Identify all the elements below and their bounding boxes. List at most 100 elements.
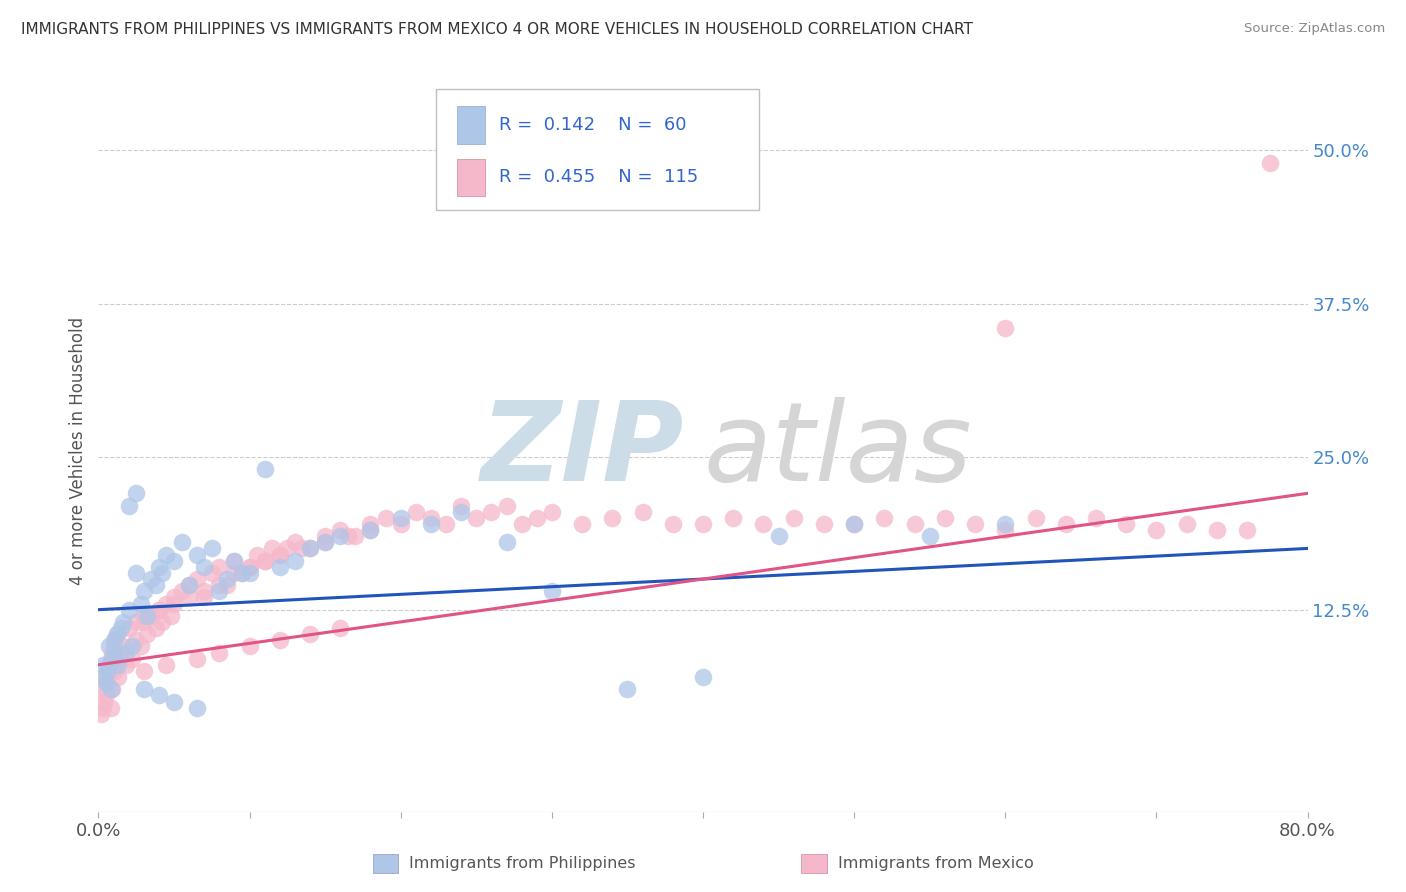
Point bbox=[155, 548, 177, 562]
Point bbox=[201, 566, 224, 580]
Point bbox=[110, 646, 132, 660]
Point bbox=[163, 554, 186, 568]
Point bbox=[269, 633, 291, 648]
Point bbox=[96, 676, 118, 690]
Point bbox=[299, 541, 322, 556]
Point bbox=[125, 615, 148, 629]
Point bbox=[239, 640, 262, 654]
Point bbox=[104, 633, 127, 648]
Point bbox=[179, 578, 201, 592]
Point bbox=[155, 597, 177, 611]
Point bbox=[132, 682, 155, 697]
Point bbox=[465, 511, 488, 525]
Point bbox=[148, 602, 170, 616]
Point bbox=[105, 627, 128, 641]
Point bbox=[692, 516, 714, 531]
Point bbox=[752, 516, 775, 531]
Point bbox=[163, 597, 186, 611]
Point bbox=[631, 505, 654, 519]
Point bbox=[231, 566, 253, 580]
Point bbox=[291, 541, 314, 556]
Point bbox=[329, 529, 352, 543]
Point bbox=[510, 516, 533, 531]
Point bbox=[360, 523, 382, 537]
Point bbox=[692, 670, 714, 684]
Text: R =  0.142    N =  60: R = 0.142 N = 60 bbox=[499, 116, 686, 134]
Point bbox=[104, 646, 127, 660]
Point bbox=[96, 670, 118, 684]
Point bbox=[186, 548, 208, 562]
Point bbox=[336, 529, 359, 543]
Point bbox=[91, 700, 114, 714]
Point bbox=[105, 627, 128, 641]
Text: atlas: atlas bbox=[703, 397, 972, 504]
Point bbox=[94, 682, 117, 697]
Point bbox=[844, 516, 866, 531]
Point bbox=[208, 559, 231, 574]
Point bbox=[150, 566, 173, 580]
Point bbox=[1236, 523, 1258, 537]
Point bbox=[253, 554, 276, 568]
Point bbox=[495, 499, 517, 513]
Point bbox=[107, 657, 129, 672]
Point bbox=[135, 627, 157, 641]
Point bbox=[374, 511, 396, 525]
Point bbox=[284, 535, 307, 549]
Point bbox=[314, 535, 336, 549]
Point bbox=[420, 511, 443, 525]
Point bbox=[148, 602, 170, 616]
Point bbox=[994, 523, 1017, 537]
Point bbox=[208, 646, 231, 660]
Point bbox=[314, 535, 336, 549]
Point bbox=[105, 651, 128, 665]
Text: Immigrants from Philippines: Immigrants from Philippines bbox=[409, 856, 636, 871]
Point bbox=[344, 529, 367, 543]
Point bbox=[150, 615, 173, 629]
Point bbox=[96, 664, 118, 678]
Point bbox=[121, 651, 143, 665]
Point bbox=[1144, 523, 1167, 537]
Point bbox=[269, 559, 291, 574]
Point bbox=[125, 486, 148, 500]
Point bbox=[170, 584, 193, 599]
Point bbox=[262, 541, 284, 556]
Point bbox=[201, 541, 224, 556]
Point bbox=[239, 559, 262, 574]
Point bbox=[186, 651, 208, 665]
Point bbox=[114, 657, 136, 672]
Point bbox=[118, 499, 141, 513]
Point bbox=[1206, 523, 1229, 537]
Point bbox=[98, 640, 121, 654]
Point bbox=[132, 584, 155, 599]
Text: Source: ZipAtlas.com: Source: ZipAtlas.com bbox=[1244, 22, 1385, 36]
Point bbox=[1175, 516, 1198, 531]
Point bbox=[118, 621, 141, 635]
Point bbox=[208, 578, 231, 592]
Point bbox=[170, 535, 193, 549]
Point bbox=[94, 676, 117, 690]
Point bbox=[186, 572, 208, 586]
Point bbox=[389, 516, 412, 531]
Point bbox=[526, 511, 548, 525]
Point bbox=[1115, 516, 1137, 531]
Point bbox=[103, 633, 125, 648]
Text: R =  0.455    N =  115: R = 0.455 N = 115 bbox=[499, 169, 699, 186]
Point bbox=[193, 584, 215, 599]
Point bbox=[111, 640, 134, 654]
Point bbox=[239, 559, 262, 574]
Point bbox=[450, 499, 472, 513]
Point bbox=[481, 505, 503, 519]
Point bbox=[193, 591, 215, 605]
Point bbox=[540, 584, 562, 599]
Point bbox=[132, 664, 155, 678]
Point bbox=[994, 321, 1017, 335]
Point bbox=[135, 608, 157, 623]
Point bbox=[103, 657, 125, 672]
Text: IMMIGRANTS FROM PHILIPPINES VS IMMIGRANTS FROM MEXICO 4 OR MORE VEHICLES IN HOUS: IMMIGRANTS FROM PHILIPPINES VS IMMIGRANT… bbox=[21, 22, 973, 37]
Point bbox=[111, 615, 134, 629]
Point bbox=[215, 578, 238, 592]
Point bbox=[813, 516, 835, 531]
Point bbox=[121, 640, 143, 654]
Point bbox=[101, 651, 124, 665]
Point bbox=[100, 700, 122, 714]
